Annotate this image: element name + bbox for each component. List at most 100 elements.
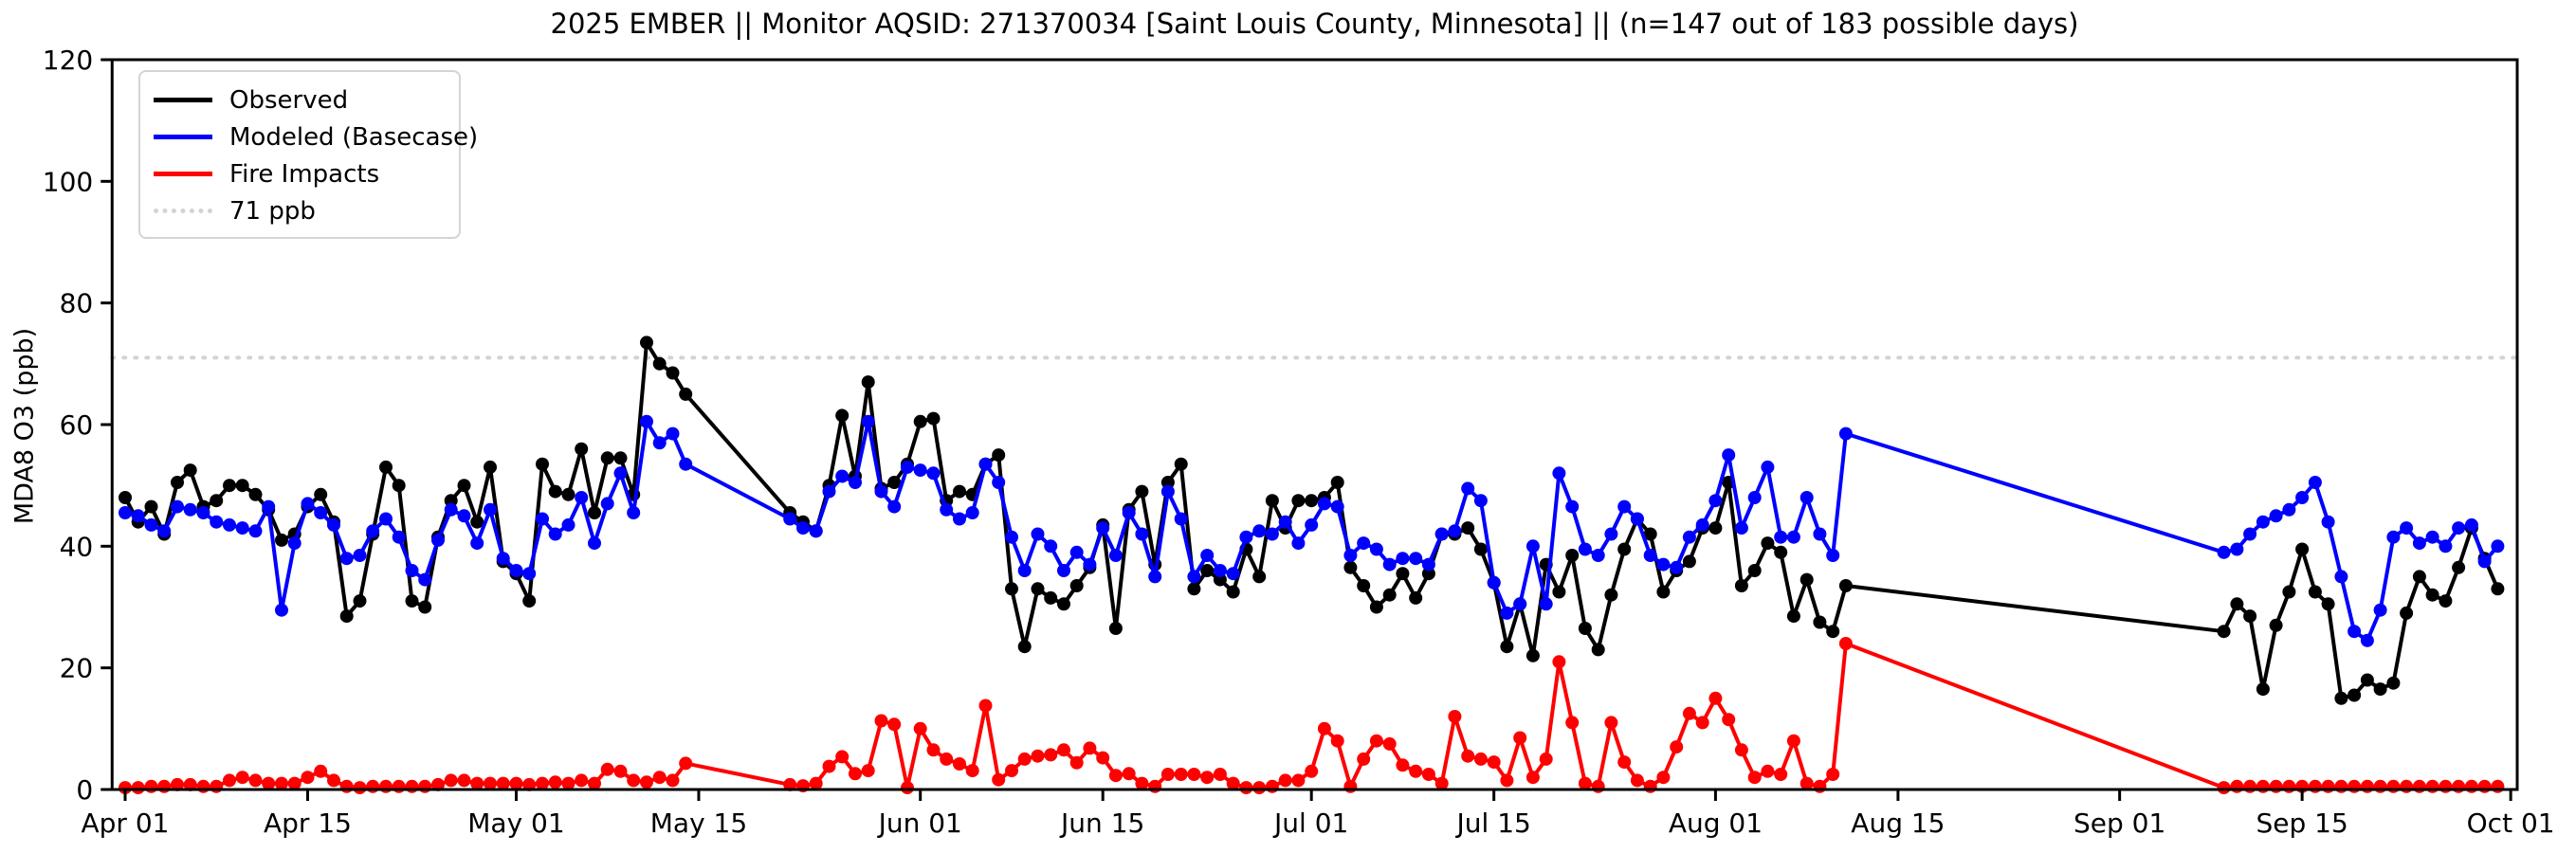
series-marker-2 (1357, 752, 1371, 766)
series-marker-0 (2412, 570, 2426, 584)
series-marker-0 (2256, 682, 2270, 697)
series-marker-0 (1565, 549, 1580, 562)
series-marker-0 (548, 484, 562, 499)
series-marker-2 (2412, 779, 2426, 793)
series-marker-1 (522, 567, 537, 581)
series-marker-1 (196, 506, 210, 519)
series-marker-2 (2321, 779, 2335, 793)
series-marker-0 (2439, 594, 2453, 608)
series-marker-1 (953, 512, 966, 526)
series-marker-1 (2334, 570, 2348, 584)
series-marker-1 (2425, 530, 2439, 544)
series-marker-2 (1448, 710, 1462, 723)
series-marker-2 (1305, 764, 1319, 778)
y-axis-title: MDA8 O3 (ppb) (9, 327, 40, 525)
series-marker-2 (1682, 706, 1696, 720)
x-tick-label: Jun 15 (1059, 808, 1144, 839)
series-marker-0 (953, 484, 966, 499)
series-marker-0 (992, 448, 1006, 463)
series-marker-0 (119, 491, 132, 504)
series-marker-1 (1252, 524, 1267, 538)
series-marker-0 (652, 356, 667, 371)
series-marker-1 (835, 469, 850, 483)
series-marker-0 (887, 476, 902, 489)
series-marker-0 (522, 594, 537, 608)
series-marker-2 (600, 762, 614, 776)
series-marker-1 (431, 533, 445, 547)
series-marker-1 (484, 502, 497, 517)
series-marker-0 (183, 463, 197, 478)
series-marker-0 (2308, 585, 2322, 599)
series-marker-2 (1108, 769, 1123, 783)
series-marker-2 (301, 771, 315, 785)
series-marker-2 (1330, 734, 1344, 748)
series-marker-2 (2452, 779, 2466, 793)
series-marker-2 (1017, 752, 1032, 766)
legend-label: Modeled (Basecase) (229, 122, 479, 152)
legend-item-1: Modeled (Basecase) (154, 118, 478, 155)
x-tick-label: Sep 15 (2256, 808, 2348, 839)
series-marker-1 (1434, 527, 1449, 541)
series-marker-0 (2425, 588, 2439, 602)
series-marker-2 (627, 773, 641, 788)
series-marker-0 (1800, 572, 1814, 587)
series-marker-1 (392, 530, 406, 544)
series-marker-1 (444, 502, 458, 517)
series-marker-2 (339, 779, 354, 793)
series-marker-1 (1108, 549, 1123, 562)
series-marker-0 (1473, 542, 1488, 556)
legend-line-sample-2 (154, 172, 212, 176)
series-marker-1 (157, 524, 172, 538)
series-marker-2 (366, 779, 380, 793)
series-marker-0 (235, 479, 249, 493)
series-marker-1 (1044, 539, 1058, 554)
series-marker-1 (901, 460, 914, 474)
series-marker-2 (171, 777, 184, 791)
legend-line-sample-1 (154, 135, 212, 139)
series-marker-2 (1838, 637, 1853, 650)
series-marker-1 (1174, 512, 1188, 526)
x-tick-label: Jul 01 (1272, 808, 1348, 839)
series-marker-1 (2373, 603, 2387, 617)
series-marker-2 (926, 743, 941, 757)
legend-item-0: Observed (154, 82, 446, 118)
x-tick-label: Aug 15 (1851, 808, 1945, 839)
series-marker-2 (809, 776, 823, 790)
series-marker-1 (2452, 521, 2466, 535)
series-marker-0 (1838, 579, 1853, 592)
series-marker-2 (2425, 779, 2439, 793)
series-marker-0 (1761, 536, 1775, 551)
series-marker-1 (2439, 539, 2453, 554)
series-marker-2 (1578, 776, 1592, 790)
series-marker-1 (548, 527, 562, 541)
series-marker-1 (1473, 494, 1488, 508)
series-marker-0 (1187, 582, 1201, 596)
series-marker-2 (287, 776, 301, 790)
series-marker-1 (2464, 517, 2478, 532)
series-marker-0 (1343, 560, 1358, 574)
series-marker-1 (1409, 552, 1423, 566)
series-marker-0 (2217, 625, 2231, 639)
series-marker-1 (1604, 527, 1618, 541)
series-marker-2 (1761, 764, 1775, 778)
series-marker-0 (1160, 476, 1175, 489)
series-marker-2 (2230, 779, 2244, 793)
series-marker-0 (1747, 564, 1762, 577)
series-marker-1 (119, 506, 132, 519)
x-tick-label: Apr 01 (82, 808, 170, 839)
series-marker-0 (1174, 457, 1188, 471)
series-marker-0 (835, 408, 850, 423)
series-marker-0 (223, 479, 236, 493)
y-tick-label: 60 (60, 409, 94, 441)
series-marker-1 (301, 497, 315, 511)
series-marker-1 (1656, 557, 1671, 572)
series-marker-2 (131, 781, 145, 795)
series-marker-0 (1031, 582, 1045, 596)
series-marker-0 (561, 487, 575, 501)
series-marker-1 (561, 517, 575, 532)
axes-box (110, 58, 2519, 791)
series-marker-2 (2334, 779, 2348, 793)
series-marker-2 (1369, 734, 1383, 748)
series-marker-0 (2295, 542, 2310, 556)
series-marker-1 (1343, 549, 1358, 562)
